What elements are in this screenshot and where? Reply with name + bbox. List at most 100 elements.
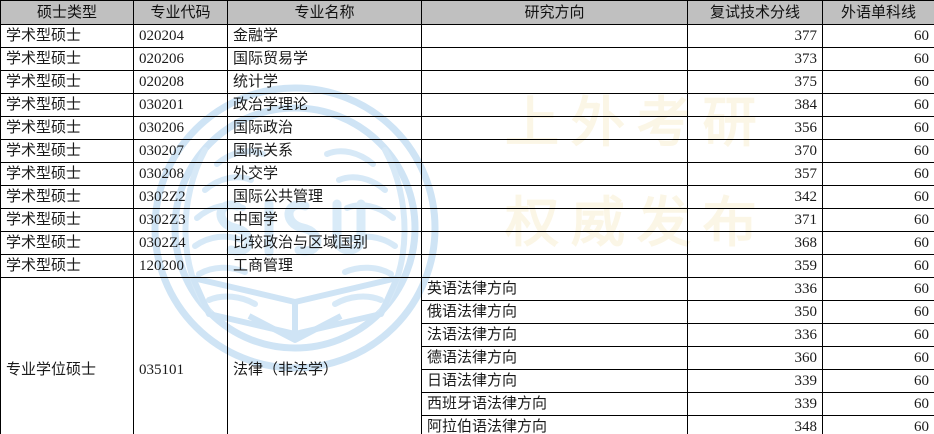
column-header-research-direction: 研究方向 [421,0,688,25]
table-row: 学术型硕士 020204 金融学 377 60 [0,24,934,48]
cell-degree-type: 学术型硕士 [0,208,134,232]
cell-major-code: 030201 [133,93,228,117]
cell-degree-type: 学术型硕士 [0,93,134,117]
cell-major-name: 外交学 [227,162,422,186]
cell-retest-score: 339 [687,369,823,393]
cell-research-direction: 德语法律方向 [421,346,688,370]
cell-degree-type-merged: 专业学位硕士 [0,277,134,434]
cell-research-direction [421,162,688,186]
cell-language-score: 60 [822,208,934,232]
cell-language-score: 60 [822,392,934,416]
cell-research-direction: 英语法律方向 [421,277,688,301]
cell-retest-score: 336 [687,323,823,347]
cell-major-code: 030206 [133,116,228,140]
cell-retest-score: 375 [687,70,823,94]
cell-degree-type: 学术型硕士 [0,24,134,48]
cell-major-name: 国际公共管理 [227,185,422,209]
cell-research-direction [421,185,688,209]
cell-major-name-merged: 法律（非法学） [227,277,422,434]
cell-major-name: 统计学 [227,70,422,94]
cell-major-code: 030207 [133,139,228,163]
cell-major-name: 中国学 [227,208,422,232]
cell-language-score: 60 [822,231,934,255]
table-row: 学术型硕士 0302Z3 中国学 371 60 [0,208,934,232]
table-row: 学术型硕士 020206 国际贸易学 373 60 [0,47,934,71]
table-row: 俄语法律方向 350 60 [1,300,934,324]
cell-degree-type: 学术型硕士 [0,254,134,278]
cell-retest-score: 373 [687,47,823,71]
cell-language-score: 60 [822,47,934,71]
table-row: 德语法律方向 360 60 [1,346,934,370]
cell-major-name: 金融学 [227,24,422,48]
cell-major-name: 工商管理 [227,254,422,278]
cell-language-score: 60 [822,369,934,393]
cell-major-code: 020206 [133,47,228,71]
cell-retest-score: 359 [687,254,823,278]
cell-retest-score: 350 [687,300,823,324]
table-row: 学术型硕士 030207 国际关系 370 60 [0,139,934,163]
table-row: 学术型硕士 030206 国际政治 356 60 [0,116,934,140]
cell-retest-score: 384 [687,93,823,117]
cell-language-score: 60 [822,162,934,186]
cell-research-direction [421,116,688,140]
cell-research-direction [421,139,688,163]
cell-research-direction [421,70,688,94]
cell-research-direction [421,47,688,71]
cell-retest-score: 368 [687,231,823,255]
cell-retest-score: 348 [687,415,823,434]
cell-language-score: 60 [822,70,934,94]
cell-retest-score: 336 [687,277,823,301]
cell-language-score: 60 [822,300,934,324]
table-body: 学术型硕士 020204 金融学 377 60 学术型硕士 020206 国际贸… [0,24,934,434]
cell-research-direction: 阿拉伯语法律方向 [421,415,688,434]
cell-major-name: 国际政治 [227,116,422,140]
cell-language-score: 60 [822,185,934,209]
table-header-row: 硕士类型 专业代码 专业名称 研究方向 复试技术分线 外语单科线 [0,0,934,25]
cell-degree-type: 学术型硕士 [0,47,134,71]
table-row: 学术型硕士 030201 政治学理论 384 60 [0,93,934,117]
cell-degree-type: 学术型硕士 [0,231,134,255]
cell-language-score: 60 [822,139,934,163]
column-header-major-code: 专业代码 [133,0,228,25]
cell-retest-score: 360 [687,346,823,370]
column-header-major-name: 专业名称 [227,0,422,25]
table-row: 学术型硕士 120200 工商管理 359 60 [0,254,934,278]
table-head: 硕士类型 专业代码 专业名称 研究方向 复试技术分线 外语单科线 [0,0,934,25]
cell-language-score: 60 [822,116,934,140]
table-row: 学术型硕士 020208 统计学 375 60 [0,70,934,94]
cell-major-code: 030208 [133,162,228,186]
cell-degree-type: 学术型硕士 [0,162,134,186]
cell-retest-score: 377 [687,24,823,48]
table-row: 学术型硕士 030208 外交学 357 60 [0,162,934,186]
cell-research-direction [421,24,688,48]
cell-major-code: 020208 [133,70,228,94]
cell-major-name: 国际关系 [227,139,422,163]
cell-major-code: 0302Z2 [133,185,228,209]
cell-retest-score: 342 [687,185,823,209]
cell-language-score: 60 [822,277,934,301]
cell-major-code: 0302Z4 [133,231,228,255]
cell-degree-type: 学术型硕士 [0,139,134,163]
cell-retest-score: 371 [687,208,823,232]
cell-major-code-merged: 035101 [133,277,228,434]
cell-research-direction [421,93,688,117]
cell-language-score: 60 [822,93,934,117]
cell-research-direction: 日语法律方向 [421,369,688,393]
table-row: 日语法律方向 339 60 [1,369,934,393]
table-row: 专业学位硕士 035101 法律（非法学） 英语法律方向 336 60 [0,277,934,434]
cell-research-direction [421,231,688,255]
cell-degree-type: 学术型硕士 [0,116,134,140]
cell-language-score: 60 [822,346,934,370]
column-header-degree-type: 硕士类型 [0,0,134,25]
cell-research-direction [421,254,688,278]
cell-retest-score: 370 [687,139,823,163]
cell-retest-score: 357 [687,162,823,186]
cell-major-code: 020204 [133,24,228,48]
cell-degree-type: 学术型硕士 [0,70,134,94]
cell-research-direction: 西班牙语法律方向 [421,392,688,416]
cell-research-direction: 法语法律方向 [421,323,688,347]
column-header-foreign-language-line: 外语单科线 [822,0,934,25]
cell-major-name: 比较政治与区域国别 [227,231,422,255]
cell-retest-score: 339 [687,392,823,416]
